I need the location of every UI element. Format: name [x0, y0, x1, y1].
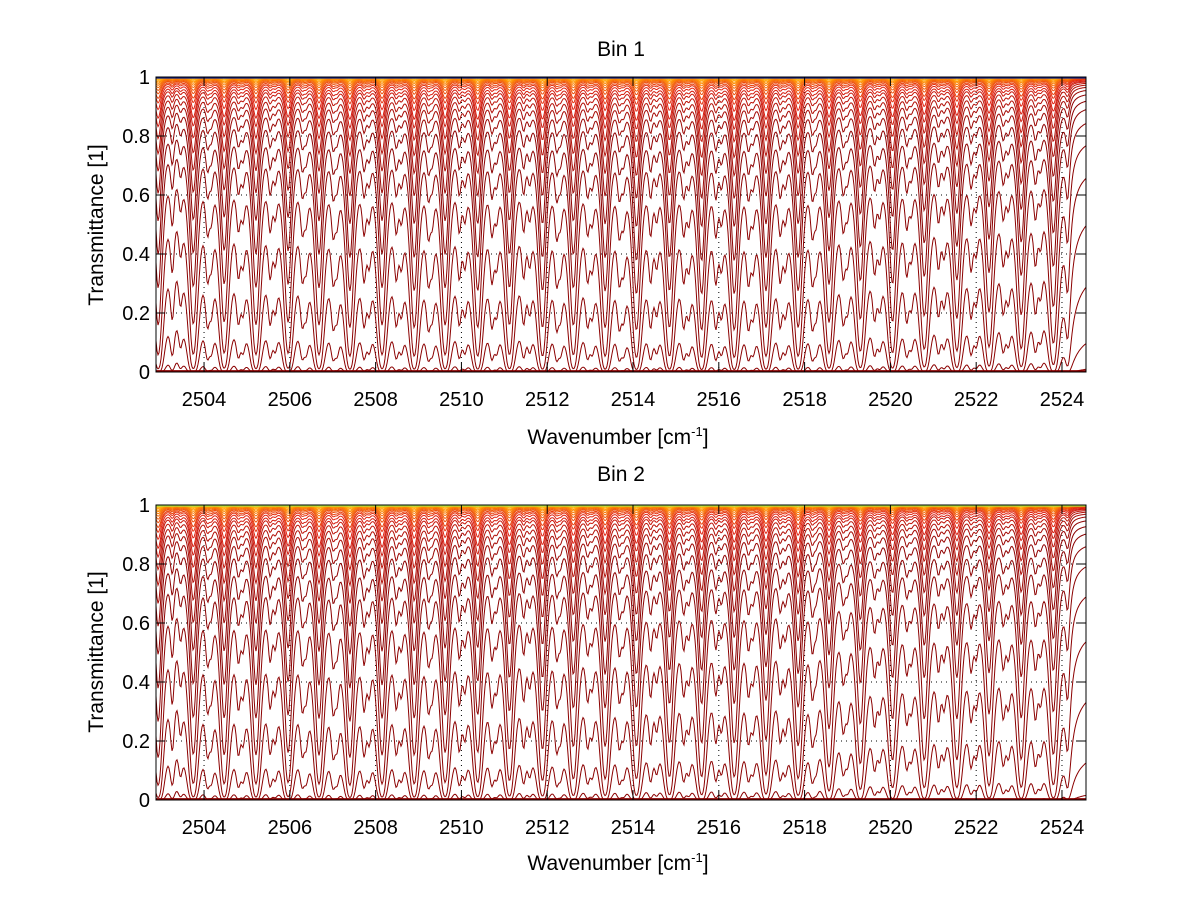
spectrum-curve — [155, 84, 1087, 159]
x-tick-label: 2506 — [268, 817, 313, 839]
spectrum-curve — [155, 94, 1087, 228]
x-tick-label: 2508 — [353, 389, 398, 411]
spectrum-curve — [155, 80, 1087, 122]
spectrum-curve — [155, 526, 1087, 689]
spectrum-curve — [155, 506, 1087, 529]
y-tick-labels: 0 0.2 0.4 0.6 0.8 1 — [122, 67, 150, 384]
x-tick-label: 2518 — [782, 817, 827, 839]
spectrum-curve — [155, 511, 1086, 588]
spectrum-curve — [155, 178, 1087, 371]
y-tick-label: 0.8 — [122, 554, 150, 576]
x-tick-label: 2524 — [1040, 389, 1085, 411]
y-tick-label: 0.8 — [122, 126, 150, 148]
spectrum-curve — [155, 77, 1086, 89]
spectrum-curve — [155, 505, 1086, 517]
y-tick-label: 0.4 — [122, 244, 150, 266]
y-tick-labels: 0 0.2 0.4 0.6 0.8 1 — [122, 495, 150, 812]
x-tick-label: 2516 — [697, 817, 742, 839]
spectrum-curve — [155, 505, 1086, 524]
spectrum-curve — [155, 79, 1087, 106]
spectrum-curve — [155, 533, 1087, 722]
spectrum-curve — [155, 145, 1087, 359]
x-tick-label: 2506 — [268, 389, 313, 411]
subplot-bin-2: Bin 2 2504 2506 2508 2510 2512 2514 2516 2518 25… — [85, 463, 1087, 875]
axes-frame — [155, 76, 1087, 373]
y-tick-label: 1 — [139, 67, 150, 89]
y-tick-label: 1 — [139, 495, 150, 517]
spectrum-curve — [155, 641, 1087, 801]
x-tick-label: 2522 — [954, 389, 999, 411]
y-tick-label: 0.2 — [122, 731, 150, 753]
plot-title: Bin 2 — [597, 463, 645, 486]
x-tick-label: 2524 — [1040, 817, 1085, 839]
spectrum-curve — [155, 509, 1086, 559]
x-tick-label: 2522 — [954, 817, 999, 839]
x-tick-label: 2512 — [525, 817, 570, 839]
spectrum-curve — [155, 81, 1087, 131]
x-tick-label: 2514 — [611, 389, 656, 411]
x-axis-label: Wavenumber [cm-1] — [527, 850, 708, 875]
y-tick-label: 0.2 — [122, 303, 150, 325]
spectrum-curve — [155, 520, 1087, 655]
spectrum-curve — [155, 510, 1086, 572]
x-tick-label: 2520 — [868, 389, 913, 411]
spectrum-curve — [155, 78, 1086, 101]
spectrum-curve — [155, 79, 1086, 113]
x-tick-label: 2512 — [525, 389, 570, 411]
spectrum-curve — [155, 506, 1087, 534]
spectrum-curve — [155, 507, 1087, 541]
spectrum-curve — [155, 86, 1087, 178]
spectrum-curve — [155, 546, 1087, 758]
spectrum-curve — [155, 78, 1086, 96]
axes-frame — [155, 504, 1087, 801]
y-tick-label: 0.6 — [122, 185, 150, 207]
x-tick-label: 2504 — [182, 389, 227, 411]
y-tick-label: 0.4 — [122, 672, 150, 694]
spectrum-curve — [155, 505, 1087, 520]
x-tick-label: 2520 — [868, 817, 913, 839]
spectrum-curve — [155, 508, 1086, 550]
spectrum-curve — [156, 702, 1087, 801]
spectrum-curve — [155, 100, 1087, 262]
x-tick-label: 2508 — [353, 817, 398, 839]
spectrum-curve — [155, 77, 1086, 92]
spectrum-curve — [155, 225, 1087, 373]
x-tick-label: 2504 — [182, 817, 227, 839]
spectrum-curve — [155, 516, 1087, 627]
plot-title: Bin 1 — [597, 38, 645, 61]
x-tick-labels: 2504 2506 2508 2510 2512 2514 2516 2518 2520 2522… — [182, 389, 1084, 411]
spectrum-curve — [155, 77, 1086, 87]
x-tick-label: 2518 — [782, 389, 827, 411]
x-tick-labels: 2504 2506 2508 2510 2512 2514 2516 2518 2520 2522… — [182, 817, 1084, 839]
y-tick-label: 0.6 — [122, 613, 150, 635]
y-tick-label: 0 — [139, 362, 150, 384]
spectrum-curve — [155, 123, 1087, 332]
axis-ticks — [156, 76, 1086, 373]
x-tick-label: 2510 — [439, 817, 484, 839]
spectrum-curve — [155, 513, 1087, 604]
spectrum-curve — [155, 596, 1087, 799]
axis-ticks — [156, 504, 1086, 801]
x-tick-label: 2516 — [697, 389, 742, 411]
spectrum-curve — [155, 82, 1087, 144]
subplot-bin-1: Bin 1 2504 2506 2508 2510 2512 2514 2516 2518 25… — [85, 38, 1087, 449]
x-axis-label: Wavenumber [cm-1] — [527, 424, 708, 449]
x-tick-label: 2514 — [611, 817, 656, 839]
spectrum-curve — [155, 109, 1087, 295]
spectrum-curve — [155, 90, 1087, 200]
y-tick-label: 0 — [139, 790, 150, 812]
y-axis-label: Transmittance [1] — [85, 144, 108, 305]
y-axis-label: Transmittance [1] — [85, 571, 108, 732]
spectrum-curve — [155, 566, 1087, 787]
x-tick-label: 2510 — [439, 389, 484, 411]
